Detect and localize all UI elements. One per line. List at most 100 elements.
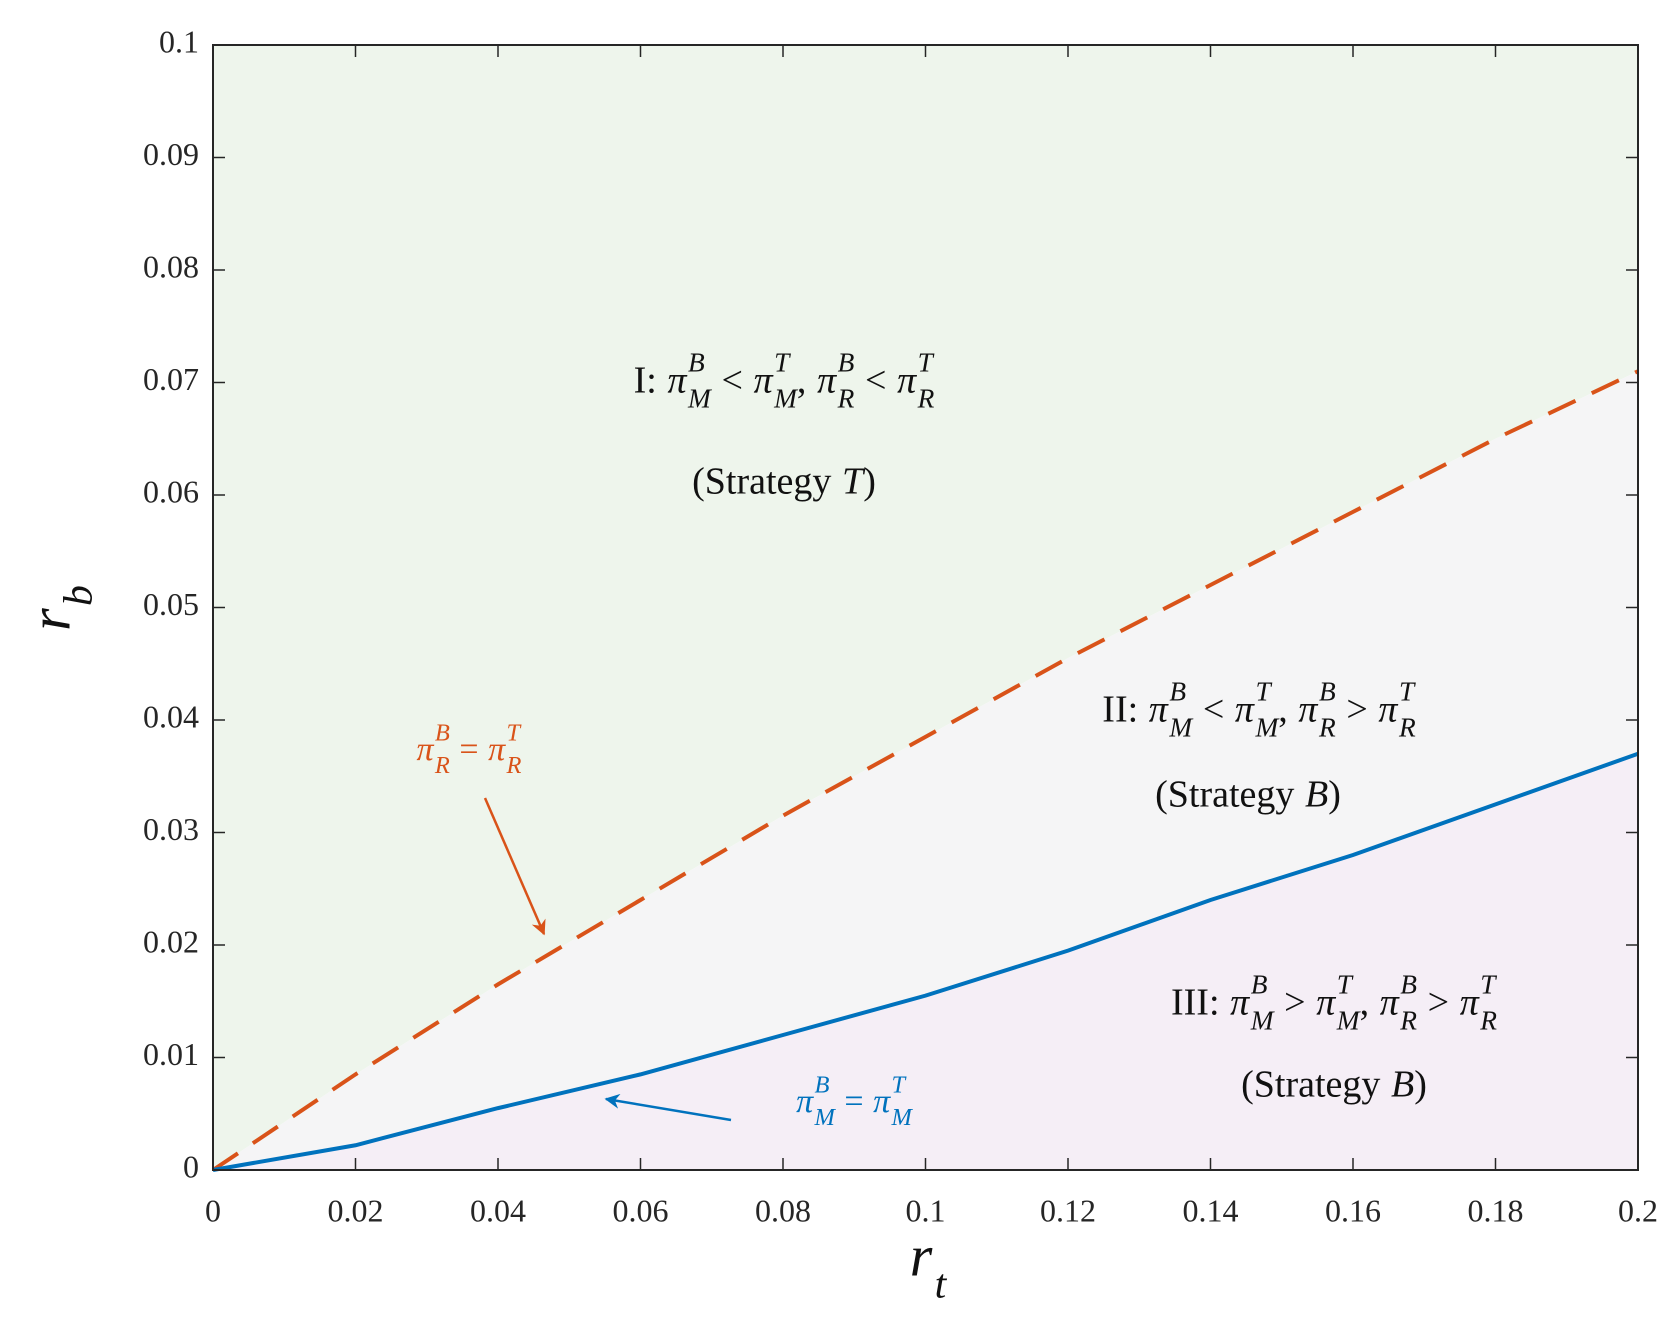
superscript: B — [688, 347, 705, 377]
y-axis-label: rb — [17, 585, 101, 631]
superscript: T — [1337, 969, 1354, 999]
label-text: > — [1428, 982, 1449, 1024]
symbol: π — [1316, 982, 1336, 1024]
label-text: (Strategy — [1241, 1064, 1380, 1106]
subscript: M — [773, 383, 799, 413]
x-tick-label: 0.06 — [613, 1192, 669, 1228]
superscript: T — [774, 347, 791, 377]
subscript: R — [1399, 1005, 1417, 1035]
symbol: π — [488, 731, 506, 768]
label-text: , — [1360, 982, 1370, 1024]
subscript: M — [687, 383, 713, 413]
subscript: M — [1168, 712, 1194, 742]
superscript: T — [1255, 676, 1272, 706]
symbol: π — [754, 360, 774, 402]
subscript: M — [891, 1104, 914, 1131]
arrow — [604, 1093, 732, 1122]
y-tick-label: 0.02 — [143, 923, 199, 959]
label-text: II: — [1102, 689, 1138, 731]
subscript: M — [1250, 1005, 1276, 1035]
x-tick-label: 0.02 — [328, 1192, 384, 1228]
series-line — [211, 369, 1639, 1172]
label-text: > — [1284, 982, 1305, 1024]
superscript: B — [1251, 969, 1268, 999]
label-text: ) — [1414, 1064, 1427, 1106]
series-label: π BM = π TM — [796, 1072, 913, 1131]
label-text: I: — [634, 360, 657, 402]
superscript: T — [892, 1072, 908, 1099]
label-text: < — [721, 360, 742, 402]
superscript: B — [1400, 969, 1417, 999]
y-tick-label: 0.04 — [143, 698, 199, 734]
region-fill — [213, 753, 1638, 1170]
region-fill — [213, 45, 1638, 1170]
y-tick-label: 0.08 — [143, 248, 199, 284]
label-text: > — [1346, 689, 1367, 731]
x-tick-label: 0.12 — [1040, 1192, 1096, 1228]
superscript: B — [814, 1072, 829, 1099]
x-tick-label: 0.16 — [1325, 1192, 1381, 1228]
subscript: t — [935, 1262, 948, 1308]
symbol: π — [1230, 982, 1250, 1024]
symbol: π — [1378, 689, 1398, 731]
region-strategy: (Strategy B) — [1155, 774, 1341, 816]
arrow — [483, 797, 546, 936]
symbol: π — [1235, 689, 1255, 731]
symbol: π — [796, 1083, 814, 1120]
subscript: R — [837, 383, 855, 413]
subscript: R — [1398, 712, 1416, 742]
label-text: = — [844, 1083, 863, 1120]
label-text: ) — [1328, 774, 1341, 816]
label-italic: B — [1305, 774, 1328, 816]
label-text: , — [1278, 689, 1288, 731]
label-text: (Strategy — [692, 461, 831, 503]
label-text: , — [797, 360, 807, 402]
label-text: III: — [1171, 982, 1220, 1024]
symbol: π — [1298, 689, 1318, 731]
superscript: B — [435, 720, 450, 747]
symbol: π — [667, 360, 687, 402]
symbol: π — [1460, 982, 1480, 1024]
x-tick-label: 0.1 — [906, 1192, 946, 1228]
subscript: M — [1336, 1005, 1362, 1035]
y-tick-label: 0.01 — [143, 1036, 199, 1072]
subscript: R — [1479, 1005, 1497, 1035]
symbol: π — [1149, 689, 1169, 731]
x-tick-label: 0 — [205, 1192, 221, 1228]
subscript: R — [506, 752, 522, 779]
region-label: III: π BM > π TM, π BR > π TR — [1171, 969, 1497, 1035]
y-tick-label: 0 — [183, 1148, 199, 1184]
label-italic: B — [1391, 1064, 1414, 1106]
superscript: B — [838, 347, 855, 377]
region-strategy: (Strategy B) — [1241, 1064, 1427, 1106]
x-tick-label: 0.18 — [1468, 1192, 1524, 1228]
label-text: (Strategy — [1155, 774, 1294, 816]
series-line — [212, 751, 1639, 1172]
plot-frame — [212, 44, 1639, 1171]
label-text: < — [1203, 689, 1224, 731]
x-tick-label: 0.14 — [1183, 1192, 1239, 1228]
superscript: T — [918, 347, 935, 377]
superscript: B — [1319, 676, 1336, 706]
label-italic: T — [842, 461, 866, 503]
x-tick-label: 0.2 — [1618, 1192, 1658, 1228]
superscript: T — [507, 720, 523, 747]
subscript: R — [434, 752, 450, 779]
y-tick-label: 0.06 — [143, 473, 199, 509]
label-text: = — [459, 731, 478, 768]
superscript: B — [1169, 676, 1186, 706]
series-label: π BR = π TR — [417, 720, 523, 779]
symbol: π — [873, 1083, 891, 1120]
symbol: π — [1380, 982, 1400, 1024]
symbol: r — [17, 608, 82, 631]
symbol: π — [897, 360, 917, 402]
subscript: R — [917, 383, 935, 413]
y-tick-label: 0.05 — [143, 586, 199, 622]
label-text: < — [865, 360, 886, 402]
subscript: M — [1254, 712, 1280, 742]
y-tick-label: 0.07 — [143, 361, 199, 397]
superscript: T — [1480, 969, 1497, 999]
x-tick-label: 0.04 — [470, 1192, 526, 1228]
